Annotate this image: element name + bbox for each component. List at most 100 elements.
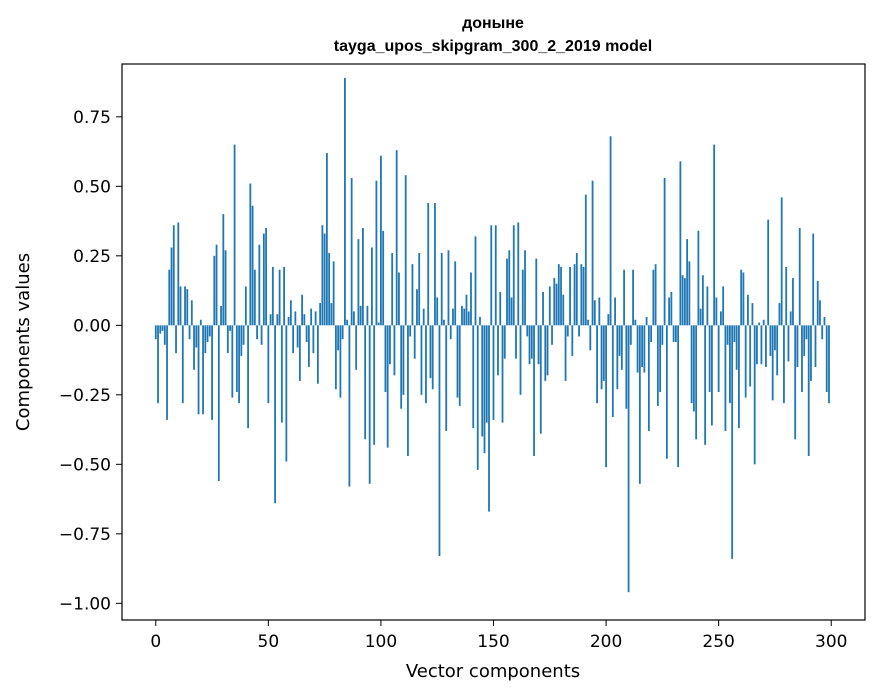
bar-19 — [197, 325, 200, 415]
bar-82 — [339, 325, 342, 398]
bar-253 — [724, 325, 727, 431]
bar-37 — [238, 325, 240, 404]
bar-118 — [420, 325, 423, 395]
bar-60 — [289, 300, 292, 326]
bar-79 — [332, 261, 335, 326]
bar-80 — [334, 325, 337, 390]
bar-185 — [571, 325, 574, 356]
x-axis-label: Vector components — [406, 661, 580, 682]
bar-277 — [778, 303, 781, 326]
bar-190 — [582, 266, 585, 326]
bar-189 — [580, 264, 583, 326]
bar-58 — [285, 325, 288, 462]
bar-34 — [231, 325, 234, 398]
bar-2 — [159, 325, 162, 334]
bar-27 — [215, 244, 218, 326]
bar-97 — [373, 325, 376, 445]
bar-276 — [776, 325, 779, 376]
bar-183 — [566, 325, 569, 337]
bar-115 — [413, 325, 416, 359]
bar-77 — [328, 253, 331, 326]
bar-196 — [596, 325, 598, 404]
bar-127 — [440, 253, 443, 326]
bar-244 — [704, 325, 707, 445]
bar-93 — [364, 325, 367, 440]
bar-261 — [742, 272, 745, 326]
bar-66 — [303, 314, 306, 326]
y-tick-label-1: 0.50 — [73, 177, 111, 197]
bar-148 — [488, 325, 490, 512]
bar-248 — [713, 144, 716, 326]
bar-150 — [492, 325, 495, 420]
bar-242 — [699, 308, 702, 326]
bar-262 — [744, 325, 747, 398]
bar-30 — [222, 214, 225, 326]
bar-114 — [411, 264, 414, 326]
bar-32 — [226, 325, 229, 354]
bar-232 — [677, 325, 680, 468]
bar-141 — [472, 325, 475, 429]
bar-64 — [298, 325, 301, 381]
bar-237 — [688, 261, 691, 326]
bar-174 — [546, 325, 549, 376]
bar-201 — [607, 314, 610, 326]
bar-268 — [758, 322, 761, 326]
bar-180 — [560, 266, 562, 326]
bar-269 — [760, 325, 763, 365]
bar-273 — [769, 325, 772, 356]
y-tick-label-2: 0.25 — [73, 247, 111, 267]
bar-278 — [780, 197, 783, 326]
bar-258 — [735, 325, 738, 370]
bar-100 — [380, 155, 382, 326]
bar-291 — [810, 325, 812, 381]
bar-197 — [598, 297, 601, 326]
bar-95 — [368, 325, 371, 484]
bar-135 — [458, 325, 461, 406]
bar-12 — [181, 325, 184, 404]
bar-236 — [686, 239, 689, 326]
chart-title-line-1: доныне — [462, 15, 524, 32]
bar-26 — [213, 255, 216, 326]
bar-294 — [816, 280, 819, 326]
bar-275 — [774, 325, 776, 351]
bar-256 — [731, 325, 734, 559]
bar-231 — [674, 325, 677, 342]
bar-62 — [294, 311, 297, 326]
bar-55 — [278, 269, 281, 326]
bar-224 — [659, 325, 662, 393]
bar-142 — [474, 236, 477, 326]
bar-263 — [747, 294, 749, 326]
bar-239 — [692, 325, 695, 412]
bar-99 — [377, 322, 380, 326]
bar-214 — [636, 325, 639, 373]
bar-87 — [350, 177, 353, 326]
bar-44 — [253, 269, 256, 326]
bar-222 — [654, 264, 657, 326]
y-tick-label-3: 0.00 — [73, 316, 111, 336]
bar-107 — [395, 150, 398, 326]
bar-170 — [537, 325, 540, 365]
bar-152 — [497, 325, 499, 376]
bar-120 — [425, 325, 427, 404]
bar-122 — [429, 325, 432, 379]
bar-270 — [762, 319, 765, 326]
bar-20 — [199, 319, 202, 326]
bar-73 — [319, 303, 322, 326]
x-axis-ticks: 0 50 100 150 200 250 300 — [150, 620, 847, 652]
bar-182 — [564, 325, 567, 381]
bar-1 — [157, 325, 159, 404]
bar-23 — [206, 325, 209, 342]
bar-164 — [524, 250, 526, 326]
bar-173 — [544, 325, 547, 381]
x-tick-label-0: 0 — [150, 632, 161, 652]
bar-84 — [344, 77, 346, 326]
bar-119 — [422, 308, 425, 326]
bar-240 — [695, 325, 698, 440]
bar-86 — [348, 325, 351, 487]
bar-178 — [555, 283, 558, 326]
bar-6 — [168, 269, 171, 326]
bar-251 — [720, 311, 722, 326]
bar-199 — [602, 325, 605, 381]
